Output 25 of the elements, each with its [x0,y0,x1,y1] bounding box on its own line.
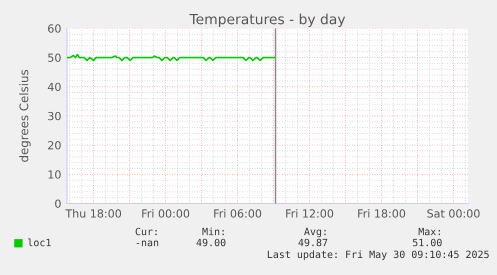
x-tick-label: Sat 00:00 [427,209,480,218]
y-tick-label: 30 [48,112,61,120]
legend-label: loc1 [28,238,51,246]
y-tick-label: 40 [48,82,61,92]
x-tick-label: Fri 18:00 [358,209,406,218]
text: 49.00 [196,238,226,246]
text: -nan [136,240,158,246]
x-tick-label: Fri 12:00 [286,209,334,218]
text: Min: [202,228,224,236]
text: Avg: [304,228,326,238]
y-tick-label: 60 [48,24,61,33]
x-tick-label: Fri 06:00 [214,209,262,218]
text: 49.87 [298,238,328,246]
text: Max: [418,228,440,236]
chart-title: Temperatures - by day [189,14,346,28]
y-tick-label: 10 [48,170,61,179]
y-tick-label: 0 [55,199,61,208]
y-tick-label: 50 [48,53,61,62]
x-tick-label: Fri 00:00 [142,209,190,218]
y-tick-label: 20 [48,141,61,150]
text: Last update: Fri May 30 09:10:45 2025 [268,250,489,260]
text: Cur: [136,228,157,236]
text: 51.00 [412,238,442,246]
x-tick-label: Thu 18:00 [65,209,122,218]
y-axis-title: degrees Celsius [19,70,31,162]
